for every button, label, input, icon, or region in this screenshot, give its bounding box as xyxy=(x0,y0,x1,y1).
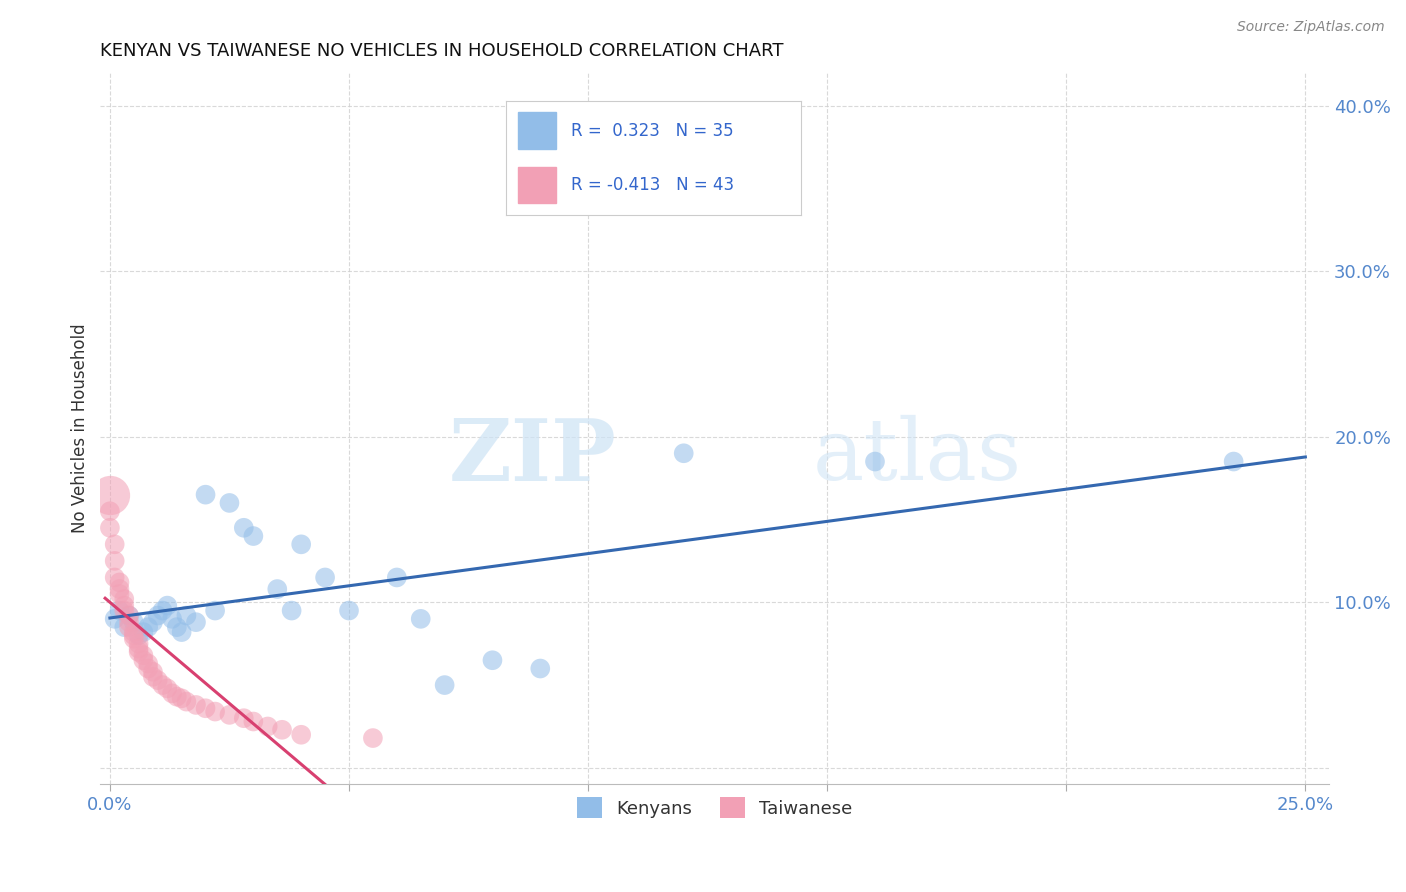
Point xyxy=(271,723,294,737)
Point xyxy=(232,711,254,725)
Point xyxy=(337,603,360,617)
Point xyxy=(176,695,198,709)
Point xyxy=(118,608,141,623)
Point xyxy=(108,587,131,601)
Point xyxy=(280,603,302,617)
Point xyxy=(136,657,159,671)
Point xyxy=(122,632,145,646)
Point xyxy=(112,591,135,606)
Point xyxy=(529,661,551,675)
Point xyxy=(122,628,145,642)
Point xyxy=(104,537,127,551)
Point xyxy=(98,488,121,502)
Point xyxy=(1222,454,1244,468)
Text: KENYAN VS TAIWANESE NO VEHICLES IN HOUSEHOLD CORRELATION CHART: KENYAN VS TAIWANESE NO VEHICLES IN HOUSE… xyxy=(100,42,785,60)
Point xyxy=(194,701,217,715)
Point xyxy=(242,714,264,729)
Point xyxy=(142,615,165,629)
Point xyxy=(142,665,165,679)
Point xyxy=(98,504,121,518)
Point xyxy=(194,488,217,502)
Point xyxy=(104,570,127,584)
Point xyxy=(156,599,179,613)
Point xyxy=(314,570,336,584)
Point xyxy=(112,603,135,617)
Text: atlas: atlas xyxy=(813,416,1022,499)
Point xyxy=(160,612,183,626)
Point xyxy=(108,582,131,596)
Point xyxy=(672,446,695,460)
Point xyxy=(152,678,174,692)
Point xyxy=(118,615,141,629)
Point xyxy=(128,628,150,642)
Point xyxy=(204,705,226,719)
Point xyxy=(290,537,312,551)
Point xyxy=(112,620,135,634)
Point xyxy=(122,625,145,640)
Point xyxy=(170,625,193,640)
Point xyxy=(170,691,193,706)
Point xyxy=(385,570,408,584)
Point xyxy=(232,521,254,535)
Point xyxy=(108,575,131,590)
Point xyxy=(266,582,288,596)
Point xyxy=(433,678,456,692)
Y-axis label: No Vehicles in Household: No Vehicles in Household xyxy=(72,324,89,533)
Point xyxy=(132,625,155,640)
Point xyxy=(118,620,141,634)
Point xyxy=(184,698,207,712)
Point xyxy=(108,603,131,617)
Point xyxy=(146,673,169,687)
Point xyxy=(218,707,240,722)
Point xyxy=(128,645,150,659)
Point xyxy=(98,521,121,535)
Point xyxy=(166,690,188,704)
Point xyxy=(256,719,278,733)
Point xyxy=(361,731,384,745)
Point xyxy=(218,496,240,510)
Point xyxy=(122,615,145,629)
Point xyxy=(290,728,312,742)
Point xyxy=(160,686,183,700)
Point xyxy=(118,608,141,623)
Point xyxy=(132,653,155,667)
Point xyxy=(176,608,198,623)
Point xyxy=(863,454,886,468)
Point xyxy=(142,670,165,684)
Point xyxy=(128,637,150,651)
Point xyxy=(409,612,432,626)
Point xyxy=(156,681,179,696)
Text: ZIP: ZIP xyxy=(449,415,616,499)
Point xyxy=(242,529,264,543)
Point xyxy=(166,620,188,634)
Point xyxy=(132,648,155,663)
Point xyxy=(204,603,226,617)
Point xyxy=(136,620,159,634)
Point xyxy=(112,599,135,613)
Point xyxy=(104,612,127,626)
Legend: Kenyans, Taiwanese: Kenyans, Taiwanese xyxy=(569,790,860,825)
Point xyxy=(146,608,169,623)
Point xyxy=(481,653,503,667)
Point xyxy=(136,661,159,675)
Text: Source: ZipAtlas.com: Source: ZipAtlas.com xyxy=(1237,20,1385,34)
Point xyxy=(152,603,174,617)
Point xyxy=(104,554,127,568)
Point xyxy=(184,615,207,629)
Point xyxy=(128,641,150,656)
